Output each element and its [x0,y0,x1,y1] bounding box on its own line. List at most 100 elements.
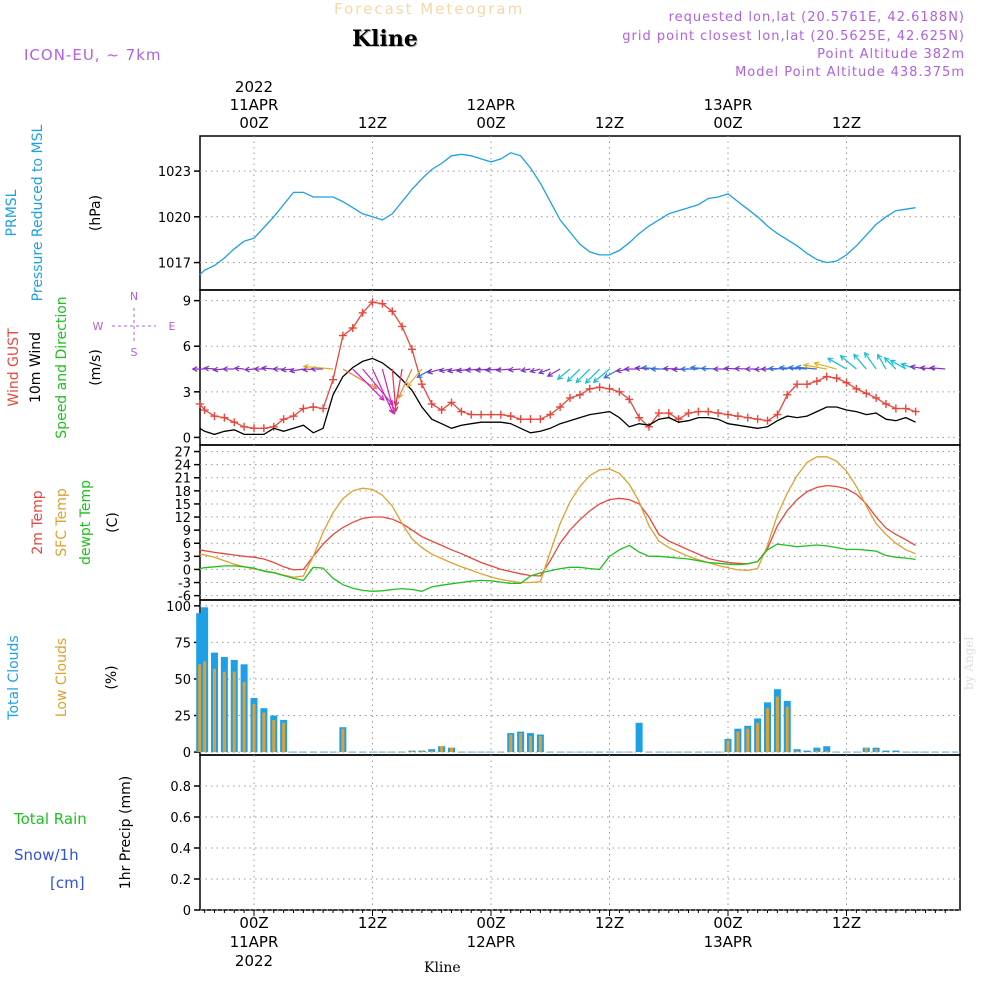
gust-marker [793,380,802,389]
low-cloud-bar [775,696,779,753]
wind-arrow-head [650,366,657,372]
wind-arrow-shaft [585,368,601,384]
gust-marker [891,404,900,413]
wind-arrow-head [712,366,719,372]
wind-axis-label: Wind GUST [6,328,22,407]
gust-marker [684,409,693,418]
bottom-time-label: 00Z [239,914,268,932]
gust-marker [645,422,653,431]
gust-marker [506,412,515,421]
low-cloud-bar [529,735,532,753]
wind-arrow-head [767,365,774,372]
gust-marker [269,422,278,431]
pressure-axis-label: (hPa) [88,195,104,231]
low-cloud-bar [795,750,799,753]
gust-marker [724,410,732,419]
clouds-ytick-label: 25 [174,710,191,725]
wind-arrow-shaft [803,364,827,370]
gust-marker [546,410,555,419]
gust-marker [664,409,673,418]
low-cloud-bar [746,728,750,753]
bottom-time-label: 12Z [358,914,387,932]
compass-e: E [169,320,176,333]
top-time-label: 12APR [467,96,516,114]
wind-arrow-shaft [457,368,472,372]
gust-marker [220,413,229,422]
wind-arrow-shaft [290,368,304,372]
model-label: ICON-EU, ~ 7km [24,46,162,64]
wind-axis-label: (m/s) [88,349,104,386]
gust-marker [408,345,416,354]
gust-marker [309,403,318,412]
gust-marker [901,404,910,413]
bottom-time-label: 13APR [704,933,753,951]
gust-marker [195,399,204,408]
precip-side-label: Snow/1h [14,846,79,864]
low-cloud-bar [509,734,513,753]
gust-marker [319,404,328,413]
clouds-ytick-label: 100 [166,600,191,615]
wind-arrow-shaft [352,368,385,401]
bottom-time-label: 11APR [230,933,279,951]
temperature-ytick-label: 6 [183,537,191,552]
temperature-ytick-label: -6 [178,590,191,605]
wind-arrow-head [623,366,630,372]
gust-marker [250,424,258,433]
gust-marker [437,406,446,415]
gust-marker [348,323,357,332]
low-cloud-bar [222,671,226,753]
panel-pressure: 1017 1020 1023 PRMSL Pressure Reduced to MSL… [4,124,961,301]
wind-arrow-shaft [890,359,907,370]
wind-arrow-head [474,367,481,373]
wind-arrow-head [853,353,859,360]
wind-arrow-head [203,365,210,372]
bottom-time-label: 12APR [467,933,516,951]
wind-arrow-shaft [840,355,857,370]
wind-arrow-shaft [439,368,452,372]
gust-marker [447,398,456,407]
station-name: Kline [352,26,418,52]
wind-arrow-head [455,367,463,374]
gust-marker [803,380,811,389]
gust-marker [625,395,634,404]
wind-arrow-head [802,362,810,369]
temperature-series-line [199,484,916,577]
low-cloud-bar [519,733,523,753]
wind-arrow-shaft [593,368,610,383]
wind-arrow-head [221,366,228,372]
wind-arrow-head [634,365,641,372]
wind-series-line [199,357,916,436]
wind-arrow-shaft [395,368,403,406]
temperature-axis-label: SFC Temp [54,488,70,557]
gust-marker [872,393,881,402]
clouds-axis-label: Total Clouds [6,635,22,720]
wind-arrow-shaft [371,368,394,414]
gust-marker [240,422,249,431]
low-cloud-bar [282,722,286,753]
wind-arrow-head [280,366,287,373]
gust-marker [773,410,782,419]
gust-marker [259,424,268,433]
wind-arrow-head [575,377,582,384]
wind-arrow-head [392,406,399,413]
gust-marker [882,399,890,408]
gust-marker [368,298,377,307]
clouds-ytick-label: 50 [174,673,191,688]
gust-marker [398,322,407,331]
gust-marker [378,299,387,308]
gust-marker [556,403,565,412]
low-cloud-bar [756,722,760,753]
wind-arrow-shaft [884,357,897,370]
wind-ytick-label: 0 [183,431,191,446]
wind-arrow-head [826,357,833,363]
wind-arrow-shaft [910,365,926,370]
wind-arrow-head [723,365,730,372]
wind-arrow-head [378,395,385,401]
temperature-ytick-label: 15 [174,498,191,513]
low-cloud-bar [736,731,740,753]
requested-coordinates: requested lon,lat (20.5761E, 42.6188N) [668,10,965,25]
gust-marker [417,380,426,389]
panel-precip: 0 0.2 0.4 0.6 0.8 1hr Precip (mm) Total Rain Sn… [13,754,961,919]
wind-arrow-head [919,365,926,371]
wind-arrow-shaft [398,368,413,399]
